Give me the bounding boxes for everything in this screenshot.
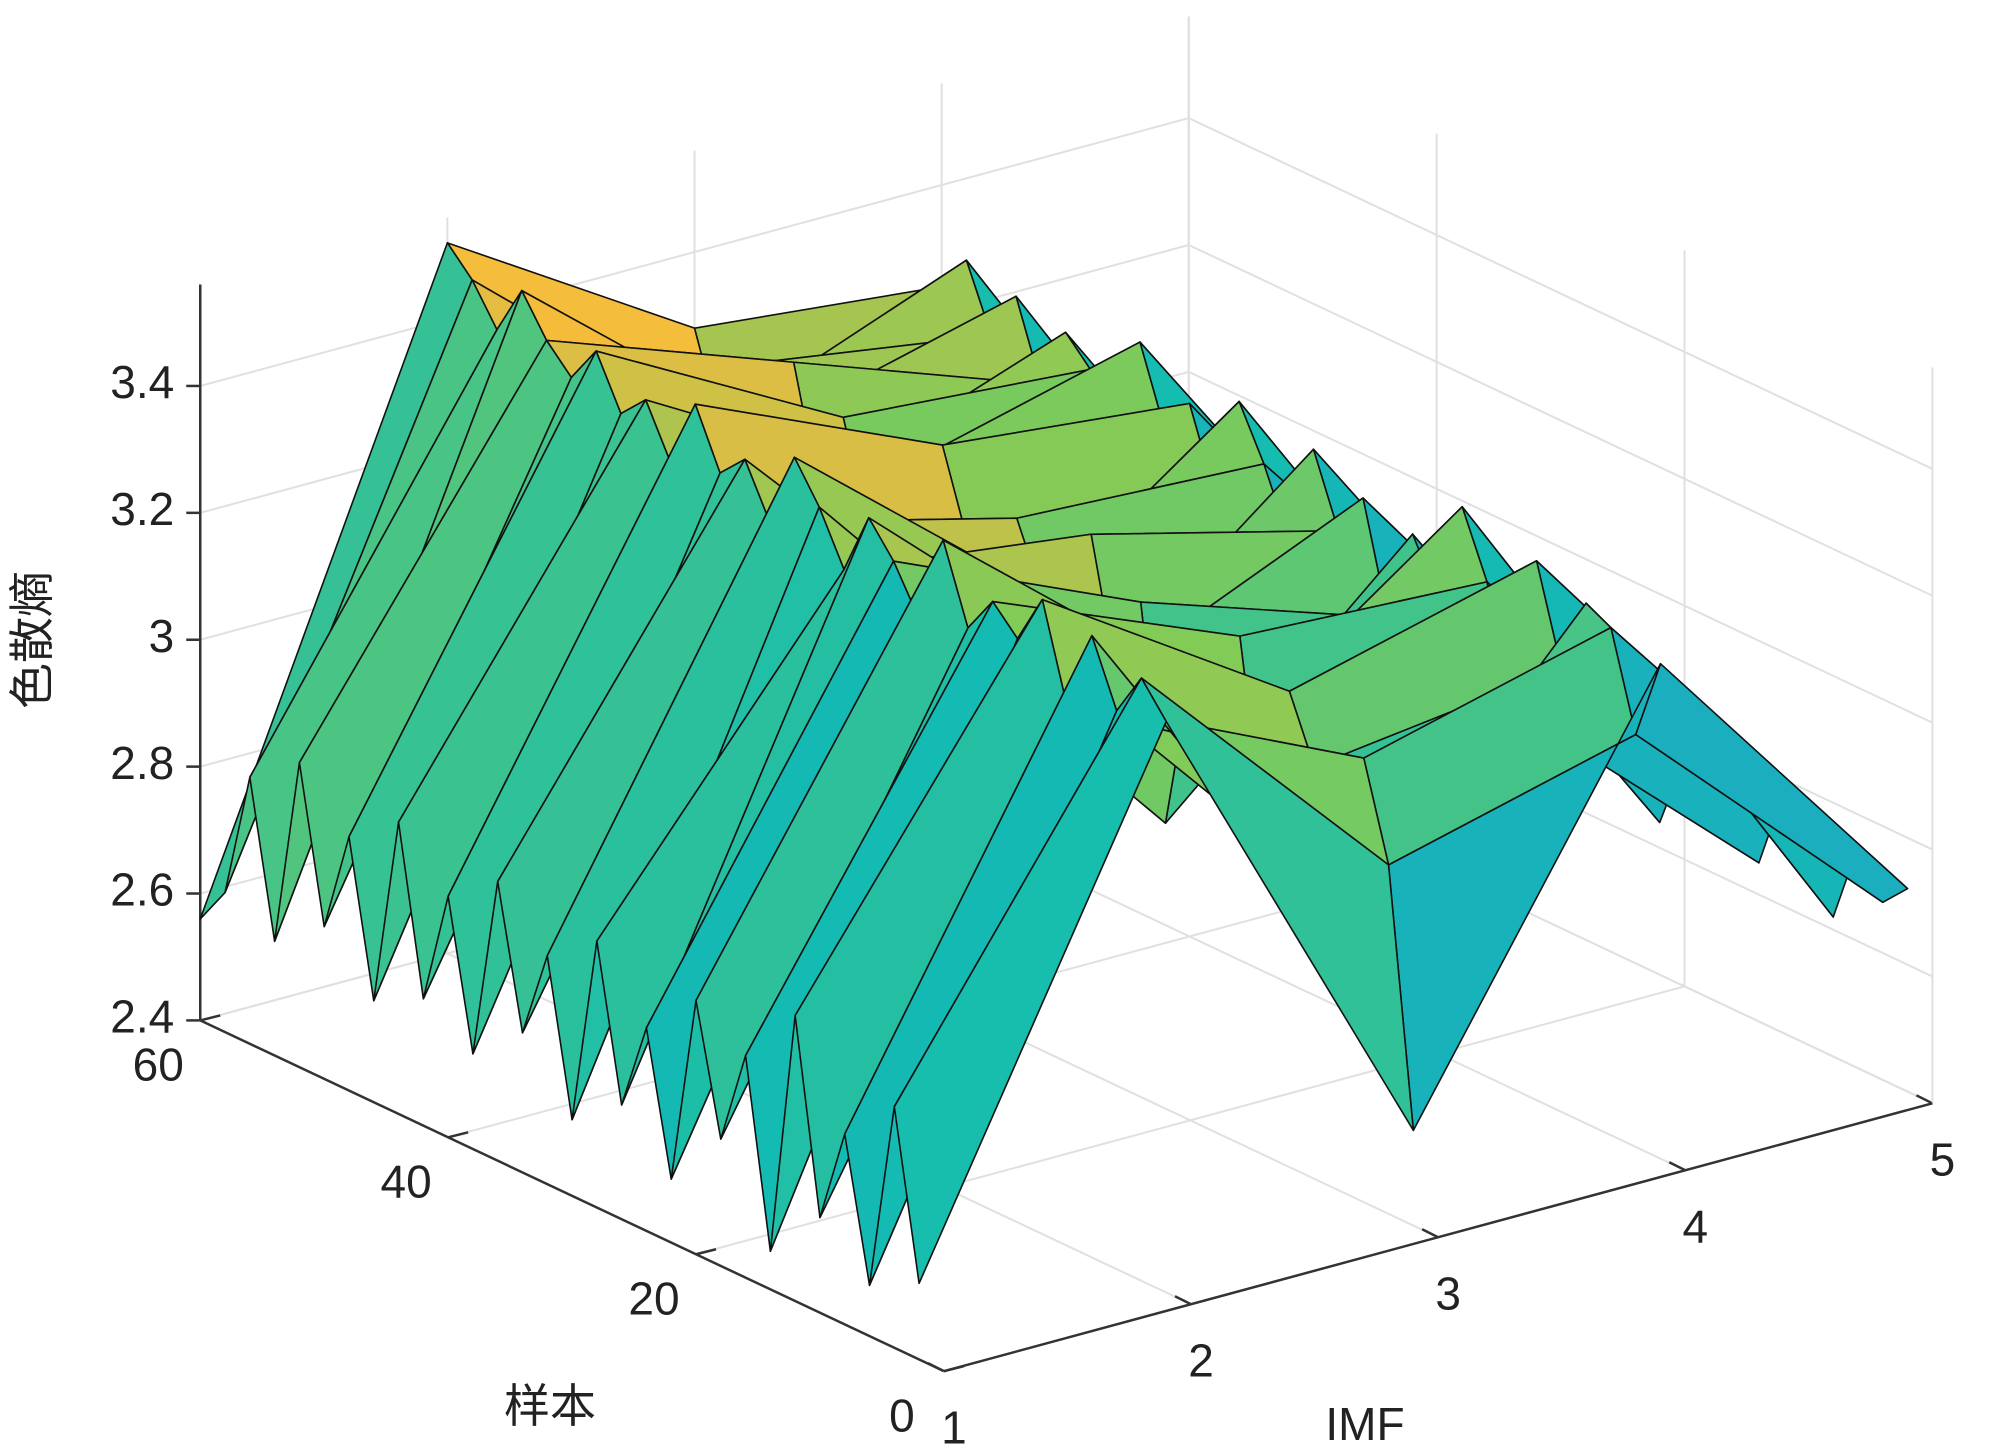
z-tick-label: 2.8 — [110, 737, 174, 789]
z-tick-label: 2.6 — [110, 864, 174, 916]
y-tick — [447, 1131, 469, 1139]
z-axis-label: 色散熵 — [6, 571, 58, 709]
x-axis-label: IMF — [1325, 1398, 1404, 1450]
z-tick-label: 2.4 — [110, 991, 174, 1043]
labels: 色散熵 样本 IMF 2.4 2.6 2.8 3 3.2 3.4 1 2 3 4 5 0 20 40 60 — [6, 356, 1955, 1451]
x-tick-label: 2 — [1188, 1334, 1214, 1386]
y-tick — [695, 1248, 717, 1256]
z-grid-line — [1188, 117, 1933, 470]
x-tick — [1421, 1228, 1439, 1239]
z-grid-line — [1188, 244, 1933, 597]
surface-patch — [893, 677, 1168, 1285]
x-axis — [943, 1102, 1933, 1373]
x-tick-label: 4 — [1682, 1200, 1708, 1252]
y-tick-label: 20 — [628, 1272, 679, 1324]
z-tick-label: 3.2 — [110, 483, 174, 535]
y-tick-label: 40 — [381, 1155, 432, 1207]
x-tick-label: 1 — [941, 1401, 967, 1451]
x-tick — [1915, 1094, 1933, 1105]
x-tick — [1174, 1295, 1192, 1306]
x-tick-label: 5 — [1930, 1133, 1956, 1185]
y-tick-label: 0 — [889, 1389, 915, 1441]
x-tick — [1668, 1161, 1686, 1172]
y-tick-label: 60 — [133, 1039, 184, 1091]
z-grid-line — [1188, 370, 1933, 724]
z-tick-label: 3.4 — [110, 356, 174, 408]
z-tick-label: 3 — [149, 610, 175, 662]
y-tick — [199, 1014, 221, 1022]
x-tick-label: 3 — [1435, 1267, 1461, 1319]
y-axis-label: 样本 — [504, 1380, 596, 1432]
surface — [199, 242, 1909, 1287]
y-axis — [199, 1019, 945, 1373]
